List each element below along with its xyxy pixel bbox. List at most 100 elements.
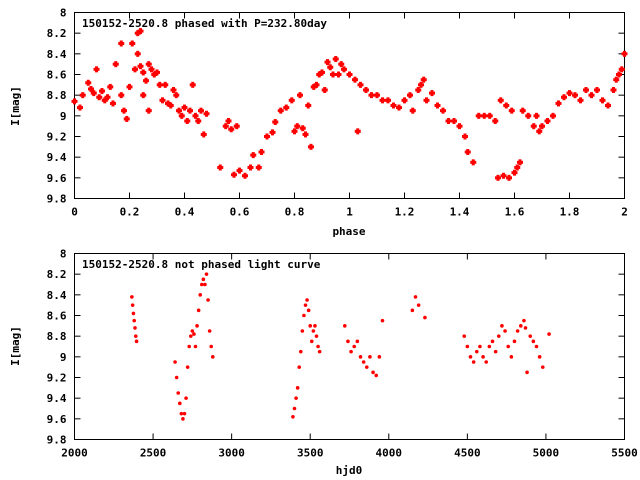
data-point [191,81,195,88]
data-point [504,102,508,109]
data-point [306,308,311,313]
data-point [205,110,208,117]
data-point [348,71,351,78]
data-point [133,334,138,338]
data-point [229,126,233,133]
x-axis-label: hjd0 [336,464,363,477]
data-point [297,365,302,369]
data-point [172,87,175,93]
data-point [295,123,299,130]
data-point [166,100,170,107]
data-point [95,66,98,73]
y-tick-label: 9.4 [47,392,67,405]
data-point [163,81,167,88]
data-point [510,107,514,114]
data-point [309,143,313,150]
data-point [304,131,307,138]
data-point [195,324,199,328]
data-point [370,92,373,99]
data-point [279,107,283,114]
y-tick-label: 9.2 [47,131,67,144]
data-point [452,118,456,124]
data-point [243,172,247,179]
x-tick-label: 1.6 [505,206,525,219]
x-tick-label: 1.2 [395,206,415,219]
data-point [374,373,379,378]
data-point [416,87,420,93]
data-point [235,123,239,130]
data-point [176,391,181,395]
data-point [623,50,626,57]
x-tick-label: 5000 [533,447,560,460]
data-point [531,339,536,344]
data-point [150,66,153,73]
data-point [128,83,131,90]
data-point [198,293,203,297]
unphased-light-curve-panel: 150152-2520.8 not phased light curve hjd… [9,248,638,478]
data-point [471,360,476,364]
y-tick-label: 8.8 [47,89,67,102]
data-point [337,71,340,78]
data-point [180,112,184,119]
x-tick-label: 0 [71,206,78,219]
y-tick-label: 9.6 [47,413,67,426]
data-point [183,104,186,111]
data-point [139,28,142,35]
data-point [573,92,577,99]
data-point [436,102,439,109]
x-tick-label: 2000 [61,447,88,460]
data-point [174,92,178,99]
data-point [201,277,206,282]
x-tick-label: 2500 [140,447,167,460]
data-point [579,97,582,104]
data-point [119,40,123,47]
data-point [375,92,379,99]
x-tick-label: 1.4 [450,206,470,219]
data-point [89,85,93,92]
data-point [294,396,298,400]
data-point [532,123,536,130]
data-point [196,308,201,313]
data-point [147,107,151,114]
data-point [311,329,316,333]
x-tick-label: 5500 [611,447,638,460]
data-point [132,318,137,323]
data-point [284,104,288,111]
data-point [314,334,319,338]
data-point [147,61,151,68]
x-tick-label: 0.4 [175,206,195,219]
data-point [515,164,519,171]
data-point [192,332,196,336]
data-point [199,107,203,114]
data-point [496,334,501,338]
data-point [441,107,445,114]
data-point [513,169,516,176]
data-point [490,339,495,344]
x-tick-label: 4000 [376,447,403,460]
data-point [152,71,156,78]
data-point [111,100,115,107]
data-point [356,128,360,135]
axis-ticks: 2000 2500 3000 3500 4000 4500 5000 5500 8 8.2 8.4 8… [47,248,638,460]
data-point [368,355,372,359]
data-point [193,344,198,349]
data-point [339,61,343,68]
data-point [97,94,101,101]
y-tick-label: 8.2 [47,268,67,281]
data-point [182,411,187,416]
y-tick-label: 9 [60,110,67,123]
data-point [381,97,384,104]
data-point [210,355,215,359]
y-axis-label: I[mag] [9,86,22,126]
phased-light-curve-panel: 150152-2520.8 phased with P=232.80day ph… [9,7,628,239]
data-point [477,112,481,119]
data-point [371,370,375,375]
data-point [403,97,406,104]
data-point [346,339,350,344]
data-point [352,344,357,349]
data-point [499,97,503,104]
data-point [298,349,303,354]
data-point [546,118,549,124]
data-point [119,92,123,99]
x-tick-label: 3500 [297,447,324,460]
